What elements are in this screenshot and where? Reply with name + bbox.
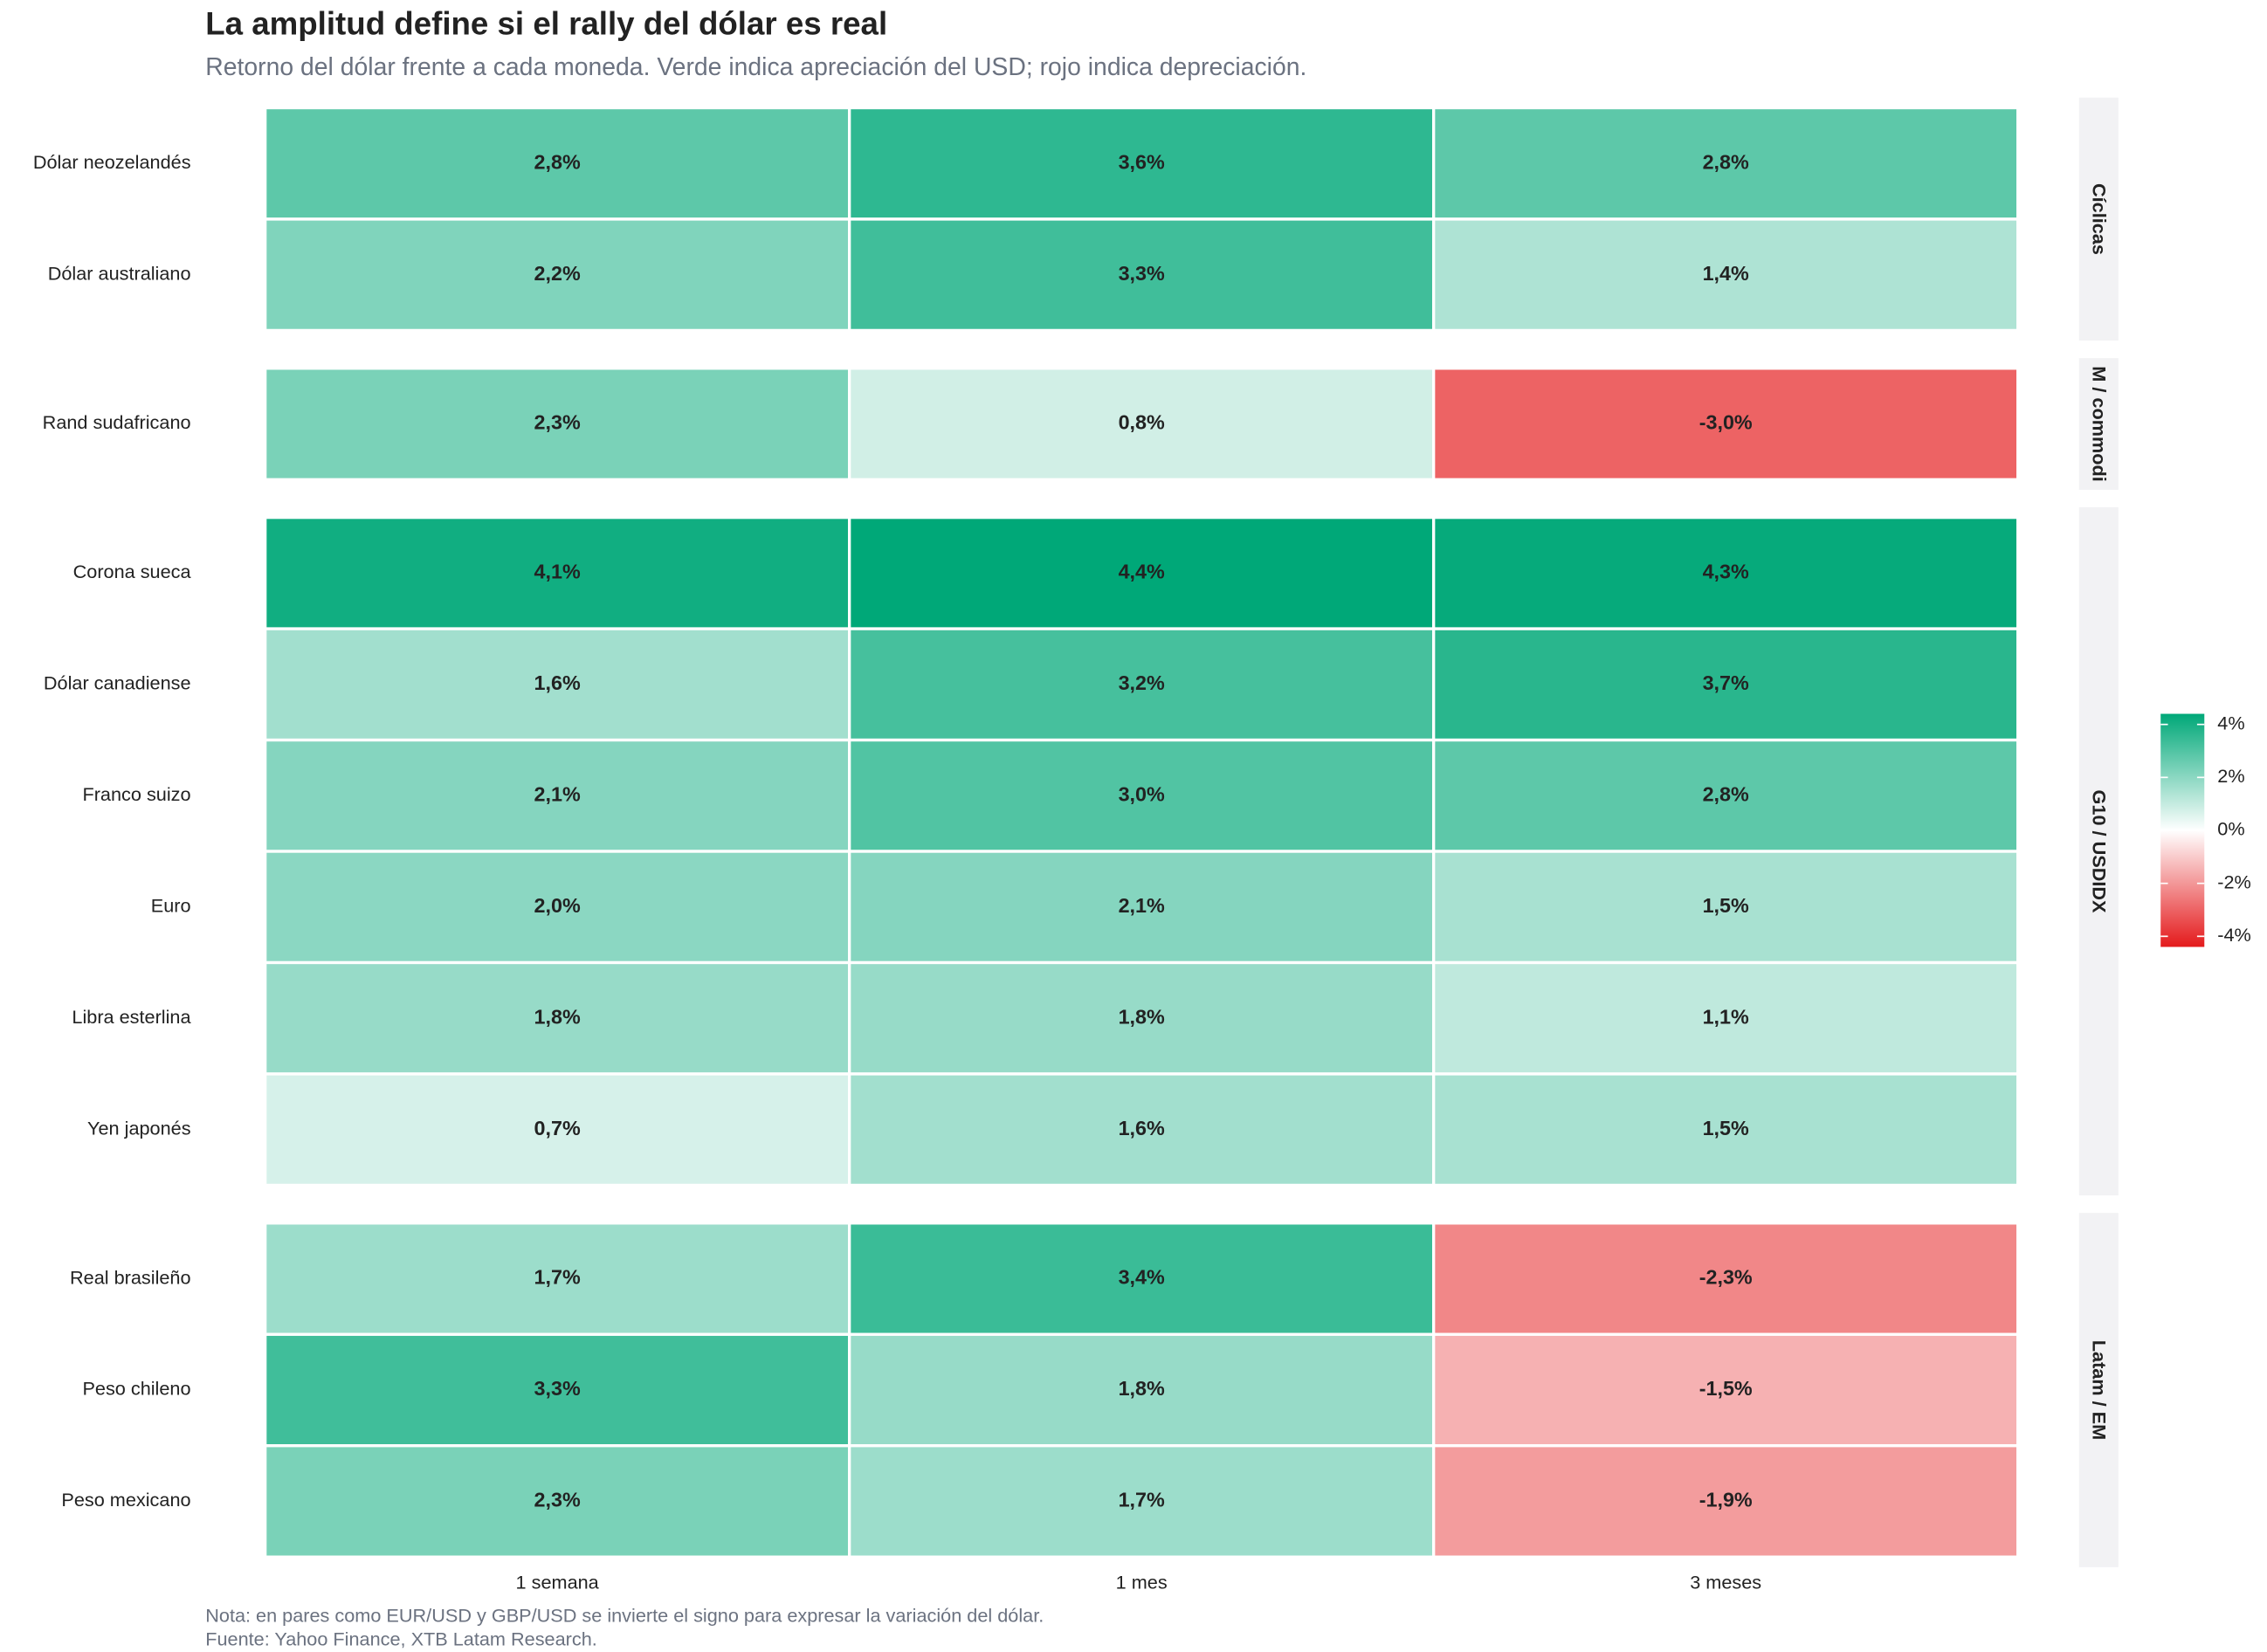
cell-label: 0,8% — [1119, 411, 1165, 434]
cell-label: 1,5% — [1703, 894, 1749, 917]
cell-label: 1,5% — [1703, 1117, 1749, 1139]
heat-cell — [1432, 738, 2020, 853]
heat-cell — [847, 627, 1436, 742]
heat-cell — [1432, 217, 2020, 333]
heat-cell — [847, 1444, 1436, 1559]
cell-label: -2,3% — [1699, 1266, 1753, 1289]
cell-label: 2,0% — [534, 894, 581, 917]
note: Fuente: Yahoo Finance, XTB Latam Researc… — [205, 1628, 597, 1649]
cell-label: 1,4% — [1703, 262, 1749, 285]
heat-cell — [847, 106, 1436, 221]
cell-label: 2,8% — [1703, 150, 1749, 173]
cell-label: 3,3% — [1119, 262, 1165, 285]
cell-label: 2,2% — [534, 262, 581, 285]
cell-label: -1,5% — [1699, 1377, 1753, 1400]
heat-cell — [1432, 1072, 2020, 1187]
facet-strip — [2078, 506, 2119, 1196]
heat-cell — [847, 367, 1436, 481]
heat-cell — [263, 515, 851, 630]
row-label: Libra esterlina — [72, 1006, 191, 1028]
cell-label: 2,8% — [1703, 782, 1749, 805]
heat-cell — [263, 367, 851, 481]
cell-label: 1,1% — [1703, 1005, 1749, 1028]
cell-label: 2,3% — [534, 411, 581, 434]
cell-label: 1,8% — [1119, 1005, 1165, 1028]
heat-cell — [847, 960, 1436, 1076]
cell-label: -3,0% — [1699, 411, 1753, 434]
row-label: Rand sudafricano — [43, 411, 191, 433]
facet-strip — [2078, 358, 2119, 490]
row-label: Dólar canadiense — [44, 672, 191, 694]
colorbar-label: 0% — [2217, 818, 2244, 840]
cell-label: 1,6% — [1119, 1117, 1165, 1139]
cell-label: 1,8% — [534, 1005, 581, 1028]
cell-label: 3,4% — [1119, 1266, 1165, 1289]
colorbar-label: 4% — [2217, 712, 2244, 733]
heat-cell — [1432, 515, 2020, 630]
heat-cell — [847, 217, 1436, 333]
heat-cell — [263, 217, 851, 333]
colorbar-label: -4% — [2217, 924, 2251, 946]
heat-cell — [1432, 960, 2020, 1076]
facet-label: Cíclicas — [2089, 183, 2111, 255]
cell-label: 2,8% — [534, 150, 581, 173]
heat-cell — [263, 1332, 851, 1448]
cell-label: 3,6% — [1119, 150, 1165, 173]
facet-label: M / commodi — [2089, 366, 2111, 481]
facet-label: Latam / EM — [2089, 1340, 2111, 1440]
colorbar-label: -2% — [2217, 871, 2251, 892]
chart-subtitle: Retorno del dólar frente a cada moneda. … — [205, 53, 1306, 81]
x-tick-label: 3 meses — [1690, 1571, 1761, 1593]
facet-strip — [2078, 97, 2119, 341]
facet-strip — [2078, 1213, 2119, 1567]
row-label: Peso chileno — [82, 1378, 190, 1400]
cell-label: 1,7% — [534, 1266, 581, 1289]
heat-cell — [1432, 1444, 2020, 1559]
note: Nota: en pares como EUR/USD y GBP/USD se… — [205, 1605, 1044, 1627]
cell-label: 0,7% — [534, 1117, 581, 1139]
heat-cell — [263, 627, 851, 742]
row-label: Yen japonés — [87, 1117, 191, 1139]
row-label: Euro — [151, 894, 191, 916]
cell-label: 3,3% — [534, 1377, 581, 1400]
row-label: Real brasileño — [70, 1266, 191, 1288]
cell-label: 3,0% — [1119, 782, 1165, 805]
heat-cell — [1432, 106, 2020, 221]
cell-label: 1,8% — [1119, 1377, 1165, 1400]
cell-label: 3,7% — [1703, 671, 1749, 694]
row-label: Franco suizo — [82, 783, 190, 805]
row-label: Peso mexicano — [61, 1489, 190, 1511]
cell-label: 4,1% — [534, 561, 581, 583]
cell-label: 2,3% — [534, 1489, 581, 1511]
row-label: Dólar australiano — [48, 262, 191, 284]
heat-cell — [847, 738, 1436, 853]
facet-label: G10 / USDIDX — [2089, 790, 2111, 913]
cell-label: 4,3% — [1703, 561, 1749, 583]
cell-label: -1,9% — [1699, 1489, 1753, 1511]
cell-label: 3,2% — [1119, 671, 1165, 694]
cell-label: 1,7% — [1119, 1489, 1165, 1511]
row-label: Dólar neozelandés — [33, 151, 191, 173]
cell-label: 2,1% — [534, 782, 581, 805]
heat-cell — [847, 1332, 1436, 1448]
colorbar-label: 2% — [2217, 765, 2244, 787]
heat-cell — [263, 106, 851, 221]
x-tick-label: 1 semana — [516, 1571, 600, 1593]
heat-cell — [1432, 367, 2020, 481]
heat-cell — [847, 1072, 1436, 1187]
heat-cell — [847, 515, 1436, 630]
heat-cell — [263, 1444, 851, 1559]
heat-cell — [263, 1222, 851, 1336]
chart-title: La amplitud define si el rally del dólar… — [205, 6, 887, 42]
x-tick-label: 1 mes — [1116, 1571, 1168, 1593]
heat-cell — [1432, 850, 2020, 965]
cell-label: 2,1% — [1119, 894, 1165, 917]
heat-cell — [1432, 627, 2020, 742]
cell-label: 4,4% — [1119, 561, 1165, 583]
heat-cell — [1432, 1332, 2020, 1448]
cell-label: 1,6% — [534, 671, 581, 694]
heat-cell — [1432, 1222, 2020, 1336]
row-label: Corona sueca — [73, 561, 192, 582]
